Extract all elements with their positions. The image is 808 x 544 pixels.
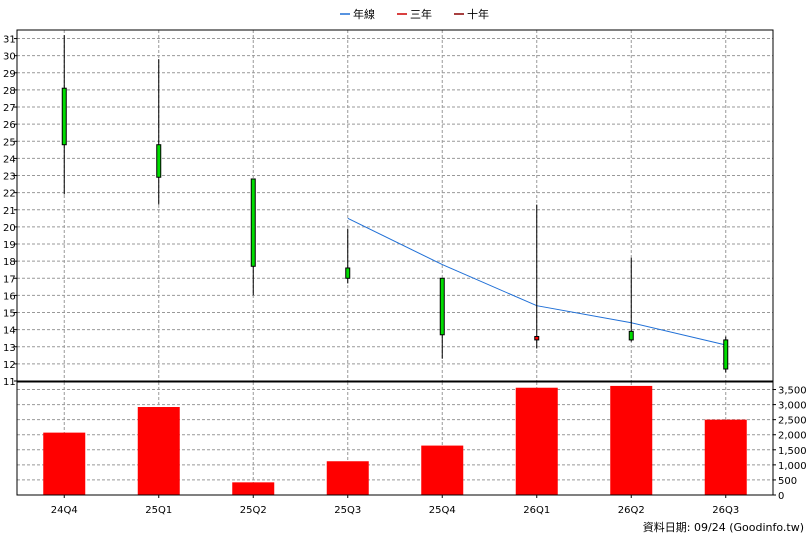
price-tick-label: 20 — [3, 223, 16, 234]
price-tick-label: 13 — [3, 343, 16, 354]
x-tick-label: 25Q2 — [240, 505, 267, 516]
price-tick-label: 30 — [3, 52, 16, 63]
price-tick-label: 26 — [3, 120, 16, 131]
x-tick-label: 25Q3 — [334, 505, 361, 516]
price-tick-label: 16 — [3, 291, 16, 302]
candle-body — [628, 330, 634, 341]
volume-tick-label: 500 — [778, 476, 797, 487]
price-tick-label: 22 — [3, 189, 16, 200]
x-tick-label: 24Q4 — [51, 505, 78, 516]
volume-bar — [43, 432, 86, 495]
candle-body — [534, 335, 540, 341]
price-tick-label: 18 — [3, 257, 16, 268]
price-tick-label: 29 — [3, 69, 16, 80]
x-tick-label: 25Q1 — [145, 505, 172, 516]
candle-body — [250, 178, 256, 267]
legend-item: 十年 — [454, 7, 489, 21]
candle-body — [61, 87, 67, 146]
volume-tick-label: 2,500 — [778, 416, 807, 427]
volume-tick-label: 2,000 — [778, 431, 807, 442]
candle-body — [723, 339, 729, 370]
volume-tick-label: 3,500 — [778, 386, 807, 397]
price-tick-label: 24 — [3, 154, 16, 165]
volume-tick-label: 3,000 — [778, 401, 807, 412]
price-tick-label: 15 — [3, 309, 16, 320]
price-tick-label: 27 — [3, 103, 16, 114]
volume-bar — [421, 445, 464, 495]
price-tick-label: 25 — [3, 137, 16, 148]
volume-panel: 0 500 1,000 1,500 2,000 2,500 3,000 3,500 — [16, 381, 807, 502]
volume-bar — [515, 387, 558, 495]
legend-label: 三年 — [410, 7, 432, 21]
x-tick-label: 26Q1 — [523, 505, 550, 516]
volume-bar — [326, 461, 369, 495]
price-tick-label: 21 — [3, 206, 16, 217]
x-tick-label: 25Q4 — [429, 505, 456, 516]
price-tick-label: 31 — [3, 35, 16, 46]
volume-tick-label: 1,000 — [778, 461, 807, 472]
candle-body — [439, 277, 445, 336]
x-tick-label: 26Q3 — [712, 505, 739, 516]
legend-label: 十年 — [467, 7, 489, 21]
price-tick-label: 11 — [3, 377, 16, 388]
volume-bar — [232, 482, 275, 495]
data-date-footer: 資料日期: 09/24 (Goodinfo.tw) — [643, 520, 804, 534]
price-tick-label: 12 — [3, 360, 16, 371]
legend-label: 年線 — [353, 7, 375, 21]
volume-tick-label: 1,500 — [778, 446, 807, 457]
volume-bar — [704, 419, 747, 495]
price-tick-label: 14 — [3, 326, 16, 337]
volume-frame — [16, 381, 774, 496]
price-tick-label: 23 — [3, 172, 16, 183]
price-tick-label: 28 — [3, 86, 16, 97]
candle-body — [156, 144, 162, 178]
legend-item: 年線 — [340, 7, 375, 21]
legend-item: 三年 — [397, 7, 432, 21]
volume-bar — [610, 385, 653, 495]
legend: 年線 三年 十年 — [340, 7, 489, 21]
price-frame — [16, 29, 774, 382]
price-tick-label: 17 — [3, 274, 16, 285]
candle-body — [345, 267, 351, 279]
x-axis: 24Q4 25Q1 25Q2 25Q3 25Q4 26Q1 26Q2 26Q3 — [51, 495, 739, 516]
volume-tick-label: 0 — [778, 491, 784, 502]
price-panel: 11 12 13 14 15 16 17 18 19 20 21 22 23 24 25 26 27 28 29 30… — [3, 29, 774, 388]
x-tick-label: 26Q2 — [618, 505, 645, 516]
price-tick-label: 19 — [3, 240, 16, 251]
volume-bar — [137, 407, 180, 495]
